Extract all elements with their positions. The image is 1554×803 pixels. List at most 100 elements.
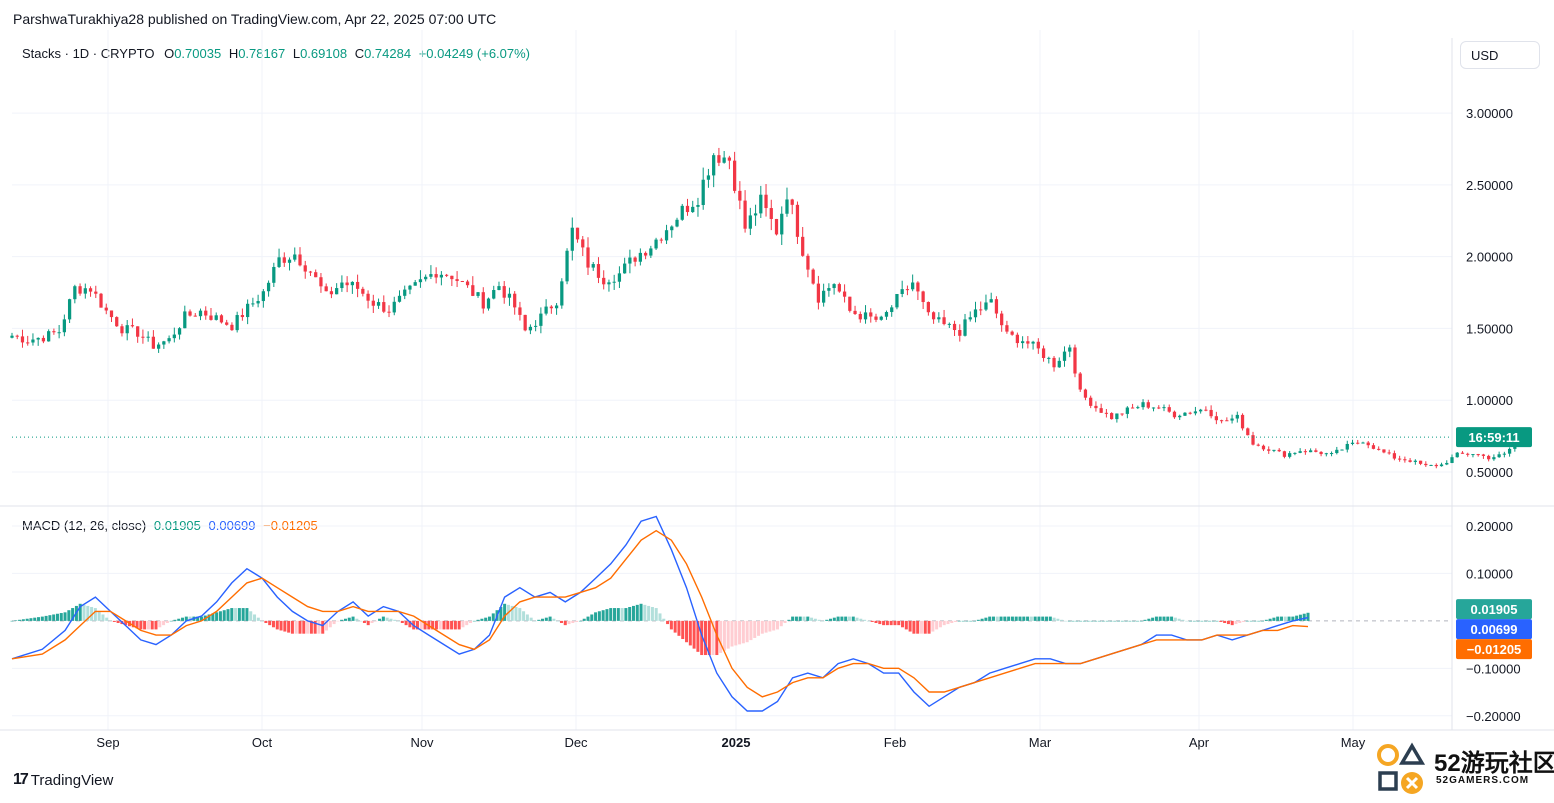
histogram-bar xyxy=(438,620,442,630)
histogram-bar xyxy=(764,620,768,633)
time-tick-label: Dec xyxy=(564,735,588,750)
time-tick-label: Oct xyxy=(252,735,273,750)
candle xyxy=(1036,338,1040,354)
histogram-bar xyxy=(1207,620,1211,622)
histogram-bar xyxy=(885,620,889,626)
candle xyxy=(1418,460,1423,466)
histogram-bar xyxy=(1223,620,1227,624)
histogram-bar xyxy=(1306,612,1310,621)
candle xyxy=(722,150,726,164)
histogram-bar xyxy=(1022,616,1026,621)
histogram-bar xyxy=(904,620,908,630)
histogram-bar xyxy=(1098,620,1102,622)
histogram-bar xyxy=(889,620,893,626)
candle xyxy=(424,274,428,282)
histogram-bar xyxy=(1151,617,1155,621)
candle xyxy=(523,314,527,332)
candle xyxy=(115,316,119,327)
candle xyxy=(1356,439,1360,445)
candle xyxy=(15,334,19,340)
histogram-bar xyxy=(594,612,598,621)
price-axis[interactable]: 3.00000 2.50000 2.00000 1.50000 1.00000 0.500… xyxy=(1466,106,1513,480)
candle xyxy=(1272,449,1276,453)
candle xyxy=(1471,453,1475,458)
candle xyxy=(586,237,590,275)
candle xyxy=(156,342,161,353)
time-axis[interactable]: Sep Oct Nov Dec 2025 Feb Mar Apr May xyxy=(96,735,1365,750)
histogram-bar xyxy=(1045,616,1049,621)
histogram-bar xyxy=(199,616,203,621)
histogram-bar xyxy=(537,619,541,621)
histogram-bar xyxy=(779,620,783,627)
histogram-bar xyxy=(1230,620,1234,626)
histogram-bar xyxy=(794,616,798,621)
histogram-bar xyxy=(935,620,939,630)
histogram-bar xyxy=(965,620,969,622)
histogram-bar xyxy=(624,608,628,621)
histogram-bar xyxy=(525,614,529,621)
histogram-bar xyxy=(487,616,491,621)
histogram-bar xyxy=(359,620,363,622)
candle xyxy=(560,278,564,309)
histogram-bar xyxy=(753,620,757,638)
histogram-bar xyxy=(806,616,810,621)
candle xyxy=(1141,399,1145,410)
candle xyxy=(256,294,260,308)
histogram-bar xyxy=(1219,620,1223,622)
histogram-bar xyxy=(1060,619,1064,621)
histogram-bar xyxy=(851,616,855,621)
candle xyxy=(895,293,899,310)
candle xyxy=(219,314,224,324)
histogram-bar xyxy=(571,620,575,624)
candle xyxy=(1319,451,1323,457)
histogram-bar xyxy=(44,615,48,621)
histogram-bar xyxy=(33,617,37,621)
candle xyxy=(801,226,805,257)
histogram-bar xyxy=(832,617,836,621)
histogram-bar xyxy=(1276,616,1280,621)
candle xyxy=(659,237,663,244)
histogram-bar xyxy=(419,620,423,630)
candle xyxy=(146,331,150,342)
candle xyxy=(581,236,585,257)
candle xyxy=(769,199,773,231)
candle xyxy=(1015,332,1020,348)
candle xyxy=(911,274,915,292)
candle xyxy=(664,224,669,245)
candle xyxy=(795,201,800,244)
candle xyxy=(481,287,485,314)
symbol-label[interactable]: Stacks · 1D · CRYPTO xyxy=(22,46,155,61)
histogram-bar xyxy=(931,620,935,632)
tradingview-logo[interactable]: 17 TradingView xyxy=(13,771,113,789)
histogram-bar xyxy=(503,603,507,621)
histogram-bar xyxy=(1010,616,1014,621)
macd-series-signal xyxy=(11,529,1309,698)
histogram-bar xyxy=(1048,616,1052,621)
candle xyxy=(319,273,323,293)
histogram-bar xyxy=(29,618,33,621)
time-tick-label: Mar xyxy=(1029,735,1052,750)
macd-axis[interactable]: 0.20000 0.10000 −0.10000 −0.20000 xyxy=(1466,519,1521,724)
candle xyxy=(1167,404,1171,413)
candle xyxy=(811,268,815,285)
histogram-bar xyxy=(840,616,844,621)
candle xyxy=(623,257,627,274)
histogram-bar xyxy=(146,620,150,630)
publish-info: ParshwaTurakhiya28 published on TradingV… xyxy=(13,11,497,27)
histogram-bar xyxy=(162,620,166,626)
histogram-bar xyxy=(620,608,624,621)
histogram-bar xyxy=(1101,620,1105,622)
histogram-bar xyxy=(165,620,169,624)
time-tick-label: May xyxy=(1341,735,1366,750)
candle xyxy=(717,147,721,167)
candle xyxy=(277,248,281,269)
candle xyxy=(1214,411,1218,425)
candle xyxy=(628,249,632,274)
candle xyxy=(1308,448,1313,453)
candle xyxy=(193,313,197,317)
histogram-bar xyxy=(48,615,52,621)
svg-text:0.00699: 0.00699 xyxy=(1471,622,1518,637)
candle xyxy=(727,155,732,170)
currency-selector[interactable]: USD xyxy=(1460,41,1540,69)
